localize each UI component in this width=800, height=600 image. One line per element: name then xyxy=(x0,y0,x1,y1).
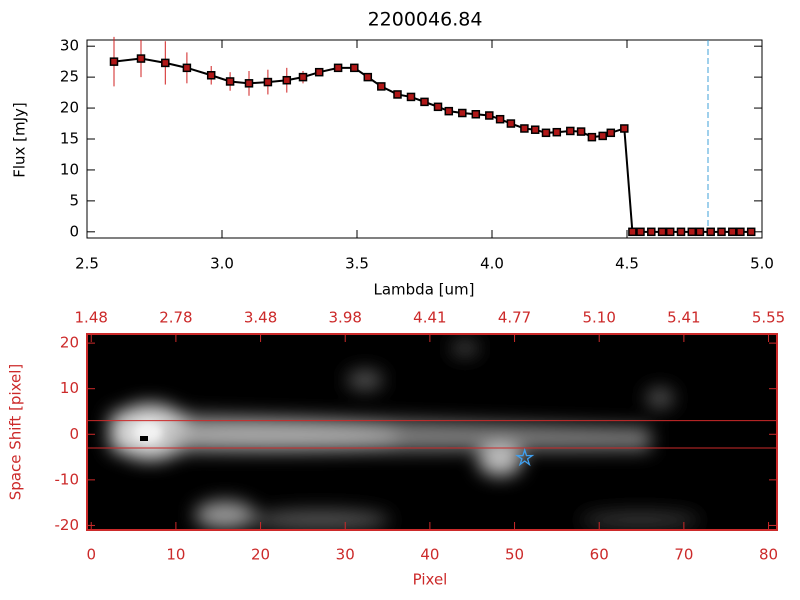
x2-tick-label: 5.10 xyxy=(583,309,616,327)
data-point xyxy=(485,111,494,120)
data-point xyxy=(471,110,481,119)
data-point xyxy=(333,63,343,73)
x-tick-label: 10 xyxy=(166,546,185,564)
series-line xyxy=(113,57,752,233)
x-tick-label: 4.5 xyxy=(615,255,639,273)
x-tick-label: 40 xyxy=(420,546,439,564)
data-point xyxy=(620,124,629,133)
data-point xyxy=(161,58,170,68)
data-point xyxy=(736,227,745,237)
chart-title: 2200046.84 xyxy=(368,9,483,31)
x2-tick-label: 4.77 xyxy=(498,309,531,327)
data-point xyxy=(433,102,443,112)
x-tick-label: 80 xyxy=(759,546,778,564)
data-point xyxy=(665,227,675,237)
y-tick-label: 25 xyxy=(60,68,79,86)
y-tick-label: 15 xyxy=(60,130,79,148)
plot-frame xyxy=(86,333,778,531)
x-tick-label: 60 xyxy=(590,546,609,564)
y-axis-label: Space Shift [pixel] xyxy=(7,364,25,501)
x-tick-label: 50 xyxy=(505,546,524,564)
data-point xyxy=(706,227,715,237)
y-tick-label: 20 xyxy=(60,99,79,117)
y-tick-label: 0 xyxy=(69,425,79,443)
data-point xyxy=(587,132,597,142)
x-axis-label: Pixel xyxy=(413,571,448,589)
data-point xyxy=(676,227,686,237)
data-point xyxy=(458,108,467,118)
data-point xyxy=(136,54,146,63)
y-tick-label: 0 xyxy=(69,222,79,240)
x-tick-label: 3.0 xyxy=(210,255,234,273)
data-point xyxy=(263,77,273,87)
data-point xyxy=(406,92,416,102)
x-tick-label: 2.5 xyxy=(75,255,99,273)
data-point xyxy=(598,131,607,141)
x-tick-label: 4.0 xyxy=(480,255,504,273)
data-point xyxy=(552,127,562,137)
y-tick-label: 10 xyxy=(60,160,79,178)
data-point xyxy=(566,126,575,136)
data-point xyxy=(647,227,656,237)
x-tick-label: 70 xyxy=(674,546,693,564)
data-point xyxy=(377,82,386,91)
data-point xyxy=(314,67,324,77)
x2-tick-label: 3.48 xyxy=(244,309,277,327)
x-tick-label: 20 xyxy=(251,546,270,564)
data-point xyxy=(746,227,756,237)
data-point xyxy=(541,128,551,138)
x2-tick-label: 2.78 xyxy=(159,309,192,327)
x2-tick-label: 1.48 xyxy=(75,309,108,327)
data-point xyxy=(206,71,216,80)
x-tick-label: 0 xyxy=(86,546,96,564)
x-axis-label: Lambda [um] xyxy=(374,281,475,299)
data-point xyxy=(728,227,737,237)
y-tick-label: 20 xyxy=(60,334,79,352)
x-tick-label: 5.0 xyxy=(750,255,774,273)
x2-tick-label: 5.55 xyxy=(752,309,785,327)
x2-tick-label: 3.98 xyxy=(329,309,362,327)
y-tick-label: -20 xyxy=(55,516,80,534)
spectral-image xyxy=(87,334,777,530)
data-point xyxy=(530,125,540,134)
data-point xyxy=(695,227,705,237)
x-tick-label: 30 xyxy=(336,546,355,564)
y-tick-label: 5 xyxy=(69,191,79,209)
data-point xyxy=(298,72,308,82)
y-tick-label: 30 xyxy=(60,37,79,55)
data-point xyxy=(628,227,637,237)
y-axis-label: Flux [mJy] xyxy=(11,102,29,178)
data-point xyxy=(495,114,505,124)
data-point xyxy=(520,124,529,133)
x-tick-label: 3.5 xyxy=(345,255,369,273)
data-point xyxy=(282,75,292,85)
data-point xyxy=(393,90,402,99)
x2-tick-label: 5.41 xyxy=(667,309,700,327)
data-point xyxy=(363,72,373,82)
data-point xyxy=(606,128,616,138)
target-star xyxy=(515,447,535,467)
data-point xyxy=(182,63,192,73)
data-point xyxy=(717,227,726,237)
data-point xyxy=(576,127,586,136)
data-point xyxy=(636,227,645,237)
data-point xyxy=(657,227,667,237)
data-point xyxy=(225,77,235,86)
x2-tick-label: 4.41 xyxy=(413,309,446,327)
source-marker xyxy=(140,436,148,441)
data-point xyxy=(444,106,454,116)
y-tick-label: -10 xyxy=(55,470,80,488)
data-point xyxy=(109,57,119,66)
data-point xyxy=(420,97,429,107)
y-tick-label: 10 xyxy=(60,379,79,397)
data-point xyxy=(687,227,697,237)
data-point xyxy=(506,119,516,128)
data-point xyxy=(350,63,359,73)
data-point xyxy=(244,79,254,88)
